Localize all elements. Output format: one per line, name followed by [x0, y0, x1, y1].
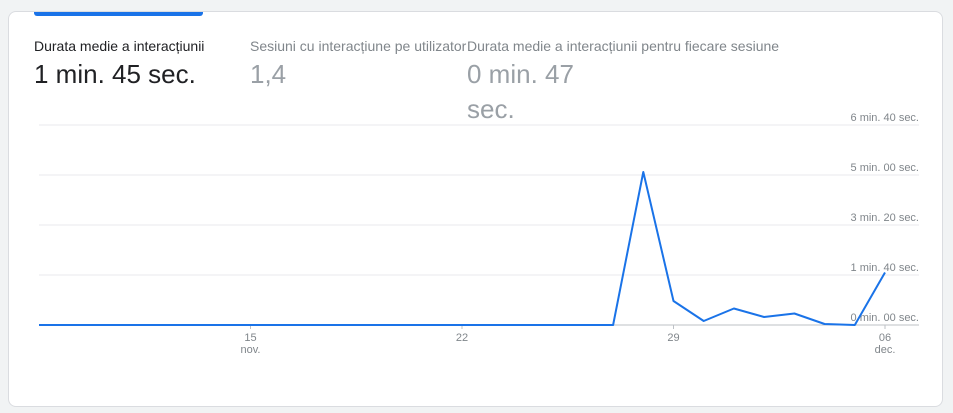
metric-label: Durata medie a interacțiunii pentru fiec…	[467, 38, 780, 54]
x-tick-label: 15	[244, 332, 256, 344]
metric-tab-engaged-sessions-per-user[interactable]: Sesiuni cu interacțiune pe utilizator 1,…	[250, 37, 468, 91]
metric-tab-avg-engagement-time[interactable]: Durata medie a interacțiunii 1 min. 45 s…	[34, 37, 204, 91]
y-tick-label: 5 min. 00 sec.	[851, 162, 919, 174]
x-tick-label: 22	[456, 332, 468, 344]
y-tick-label: 6 min. 40 sec.	[851, 112, 919, 124]
metric-label: Sesiuni cu interacțiune pe utilizator	[250, 38, 467, 54]
engagement-card: Durata medie a interacțiunii 1 min. 45 s…	[8, 11, 943, 407]
x-tick-sublabel: dec.	[875, 344, 896, 356]
metric-tab-avg-engagement-per-session[interactable]: Durata medie a interacțiunii pentru fiec…	[467, 37, 779, 127]
y-tick-label: 3 min. 20 sec.	[851, 212, 919, 224]
x-tick-label: 29	[667, 332, 679, 344]
metric-value: 1 min. 45 sec.	[34, 59, 196, 89]
active-tab-indicator	[34, 12, 203, 16]
line-chart: 0 min. 00 sec. 1 min. 40 sec. 3 min. 20 se…	[39, 112, 919, 356]
metric-label: Durata medie a interacțiunii	[34, 38, 205, 54]
series-line	[39, 171, 886, 326]
metric-value: 0 min. 47 sec.	[467, 59, 574, 124]
x-tick-sublabel: nov.	[241, 344, 261, 356]
x-tick-label: 06	[879, 332, 891, 344]
y-tick-label: 1 min. 40 sec.	[851, 262, 919, 274]
y-tick-label: 0 min. 00 sec.	[851, 312, 919, 324]
metric-value: 1,4	[250, 59, 287, 89]
